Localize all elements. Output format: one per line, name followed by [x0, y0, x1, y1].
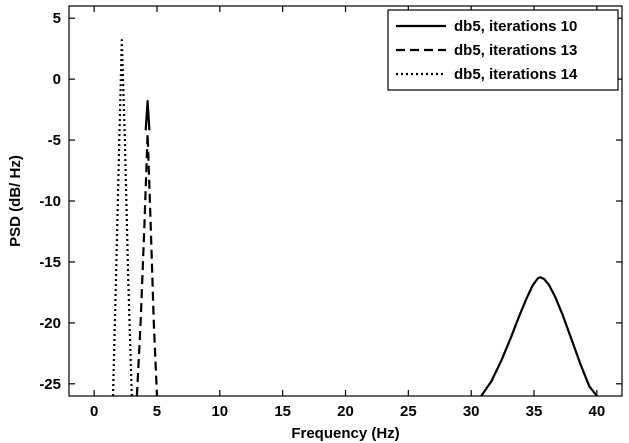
series-layer	[111, 38, 598, 396]
y-tick-label: -20	[39, 315, 61, 332]
x-axis-label: Frequency (Hz)	[291, 425, 399, 442]
x-tick-label: 30	[463, 403, 480, 420]
x-tick-label: 20	[337, 403, 354, 420]
x-tick-label: 5	[153, 403, 161, 420]
legend-label-1: db5, iterations 13	[454, 42, 577, 59]
series-line-2	[111, 38, 133, 396]
y-tick-label: -15	[39, 254, 61, 271]
axis-layer: 0 5 10 15 20 25 30 35 40 5 0 -5 -10 -15 -20 -25	[39, 6, 622, 420]
x-tick-label: 15	[274, 403, 291, 420]
legend: db5, iterations 10 db5, iterations 13 db5,…	[387, 9, 619, 91]
y-tick-label: -25	[39, 376, 61, 393]
legend-label-2: db5, iterations 14	[454, 66, 578, 83]
y-tick-label: 5	[53, 10, 61, 27]
x-tick-label: 25	[400, 403, 417, 420]
x-tick-label: 40	[589, 403, 606, 420]
y-tick-label: -5	[48, 132, 61, 149]
x-tick-label: 35	[526, 403, 543, 420]
y-axis-label: PSD (dB/ Hz)	[7, 155, 24, 247]
y-tick-label: 0	[53, 71, 61, 88]
x-tick-label: 10	[211, 403, 228, 420]
series-line-1	[135, 132, 159, 396]
y-tick-label: -10	[39, 193, 61, 210]
series-line-3	[144, 99, 151, 131]
series-line-0	[480, 276, 598, 396]
x-tick-label: 0	[90, 403, 98, 420]
legend-label-0: db5, iterations 10	[454, 18, 577, 35]
